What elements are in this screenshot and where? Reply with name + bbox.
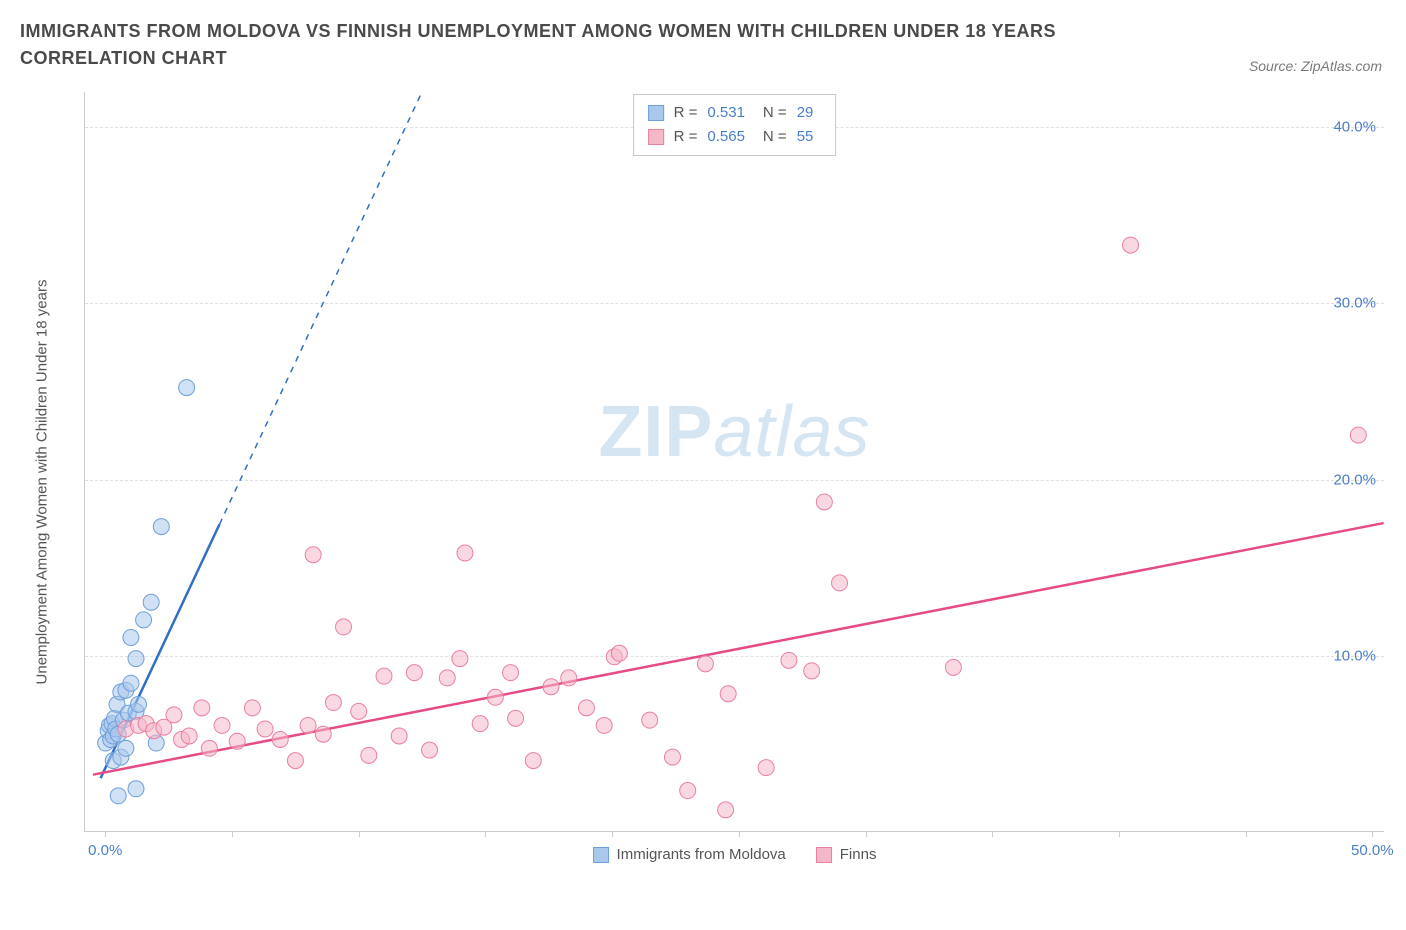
- x-tick: [1119, 831, 1120, 837]
- x-tick: [992, 831, 993, 837]
- x-tick: [485, 831, 486, 837]
- x-tick: [866, 831, 867, 837]
- x-tick: [739, 831, 740, 837]
- x-tick: [359, 831, 360, 837]
- n-value-moldova: 29: [797, 101, 814, 125]
- legend-label-moldova: Immigrants from Moldova: [617, 846, 786, 863]
- r-label: R =: [674, 101, 698, 125]
- r-label: R =: [674, 125, 698, 149]
- x-tick: [105, 831, 106, 837]
- source-attribution: Source: ZipAtlas.com: [1249, 58, 1382, 74]
- x-tick: [612, 831, 613, 837]
- x-tick: [232, 831, 233, 837]
- n-label: N =: [763, 101, 787, 125]
- legend-stats-row-finns: R = 0.565 N = 55: [648, 125, 822, 149]
- legend-item-moldova: Immigrants from Moldova: [593, 846, 786, 863]
- legend-item-finns: Finns: [816, 846, 877, 863]
- swatch-finns-icon: [816, 847, 832, 863]
- x-tick: [1372, 831, 1373, 837]
- legend-label-finns: Finns: [840, 846, 877, 863]
- r-value-moldova: 0.531: [707, 101, 745, 125]
- plot-area: R = 0.531 N = 29 R = 0.565 N = 55 ZIPatl…: [84, 92, 1384, 832]
- x-tick: [1246, 831, 1247, 837]
- y-axis-title: Unemployment Among Women with Children U…: [34, 280, 51, 685]
- x-tick-label: 0.0%: [88, 842, 122, 859]
- chart-container: Unemployment Among Women with Children U…: [48, 92, 1388, 872]
- chart-title: IMMIGRANTS FROM MOLDOVA VS FINNISH UNEMP…: [20, 18, 1120, 72]
- n-label: N =: [763, 125, 787, 149]
- swatch-moldova-icon: [648, 105, 664, 121]
- swatch-finns-icon: [648, 129, 664, 145]
- legend-stats: R = 0.531 N = 29 R = 0.565 N = 55: [633, 94, 837, 156]
- swatch-moldova-icon: [593, 847, 609, 863]
- r-value-finns: 0.565: [707, 125, 745, 149]
- n-value-finns: 55: [797, 125, 814, 149]
- legend-stats-row-moldova: R = 0.531 N = 29: [648, 101, 822, 125]
- scatter-plot-svg: [85, 92, 1384, 831]
- legend-series: Immigrants from Moldova Finns: [593, 846, 877, 863]
- x-tick-label: 50.0%: [1351, 842, 1394, 859]
